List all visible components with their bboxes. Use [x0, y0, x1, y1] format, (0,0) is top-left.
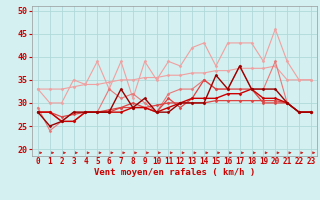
X-axis label: Vent moyen/en rafales ( km/h ): Vent moyen/en rafales ( km/h ): [94, 168, 255, 177]
